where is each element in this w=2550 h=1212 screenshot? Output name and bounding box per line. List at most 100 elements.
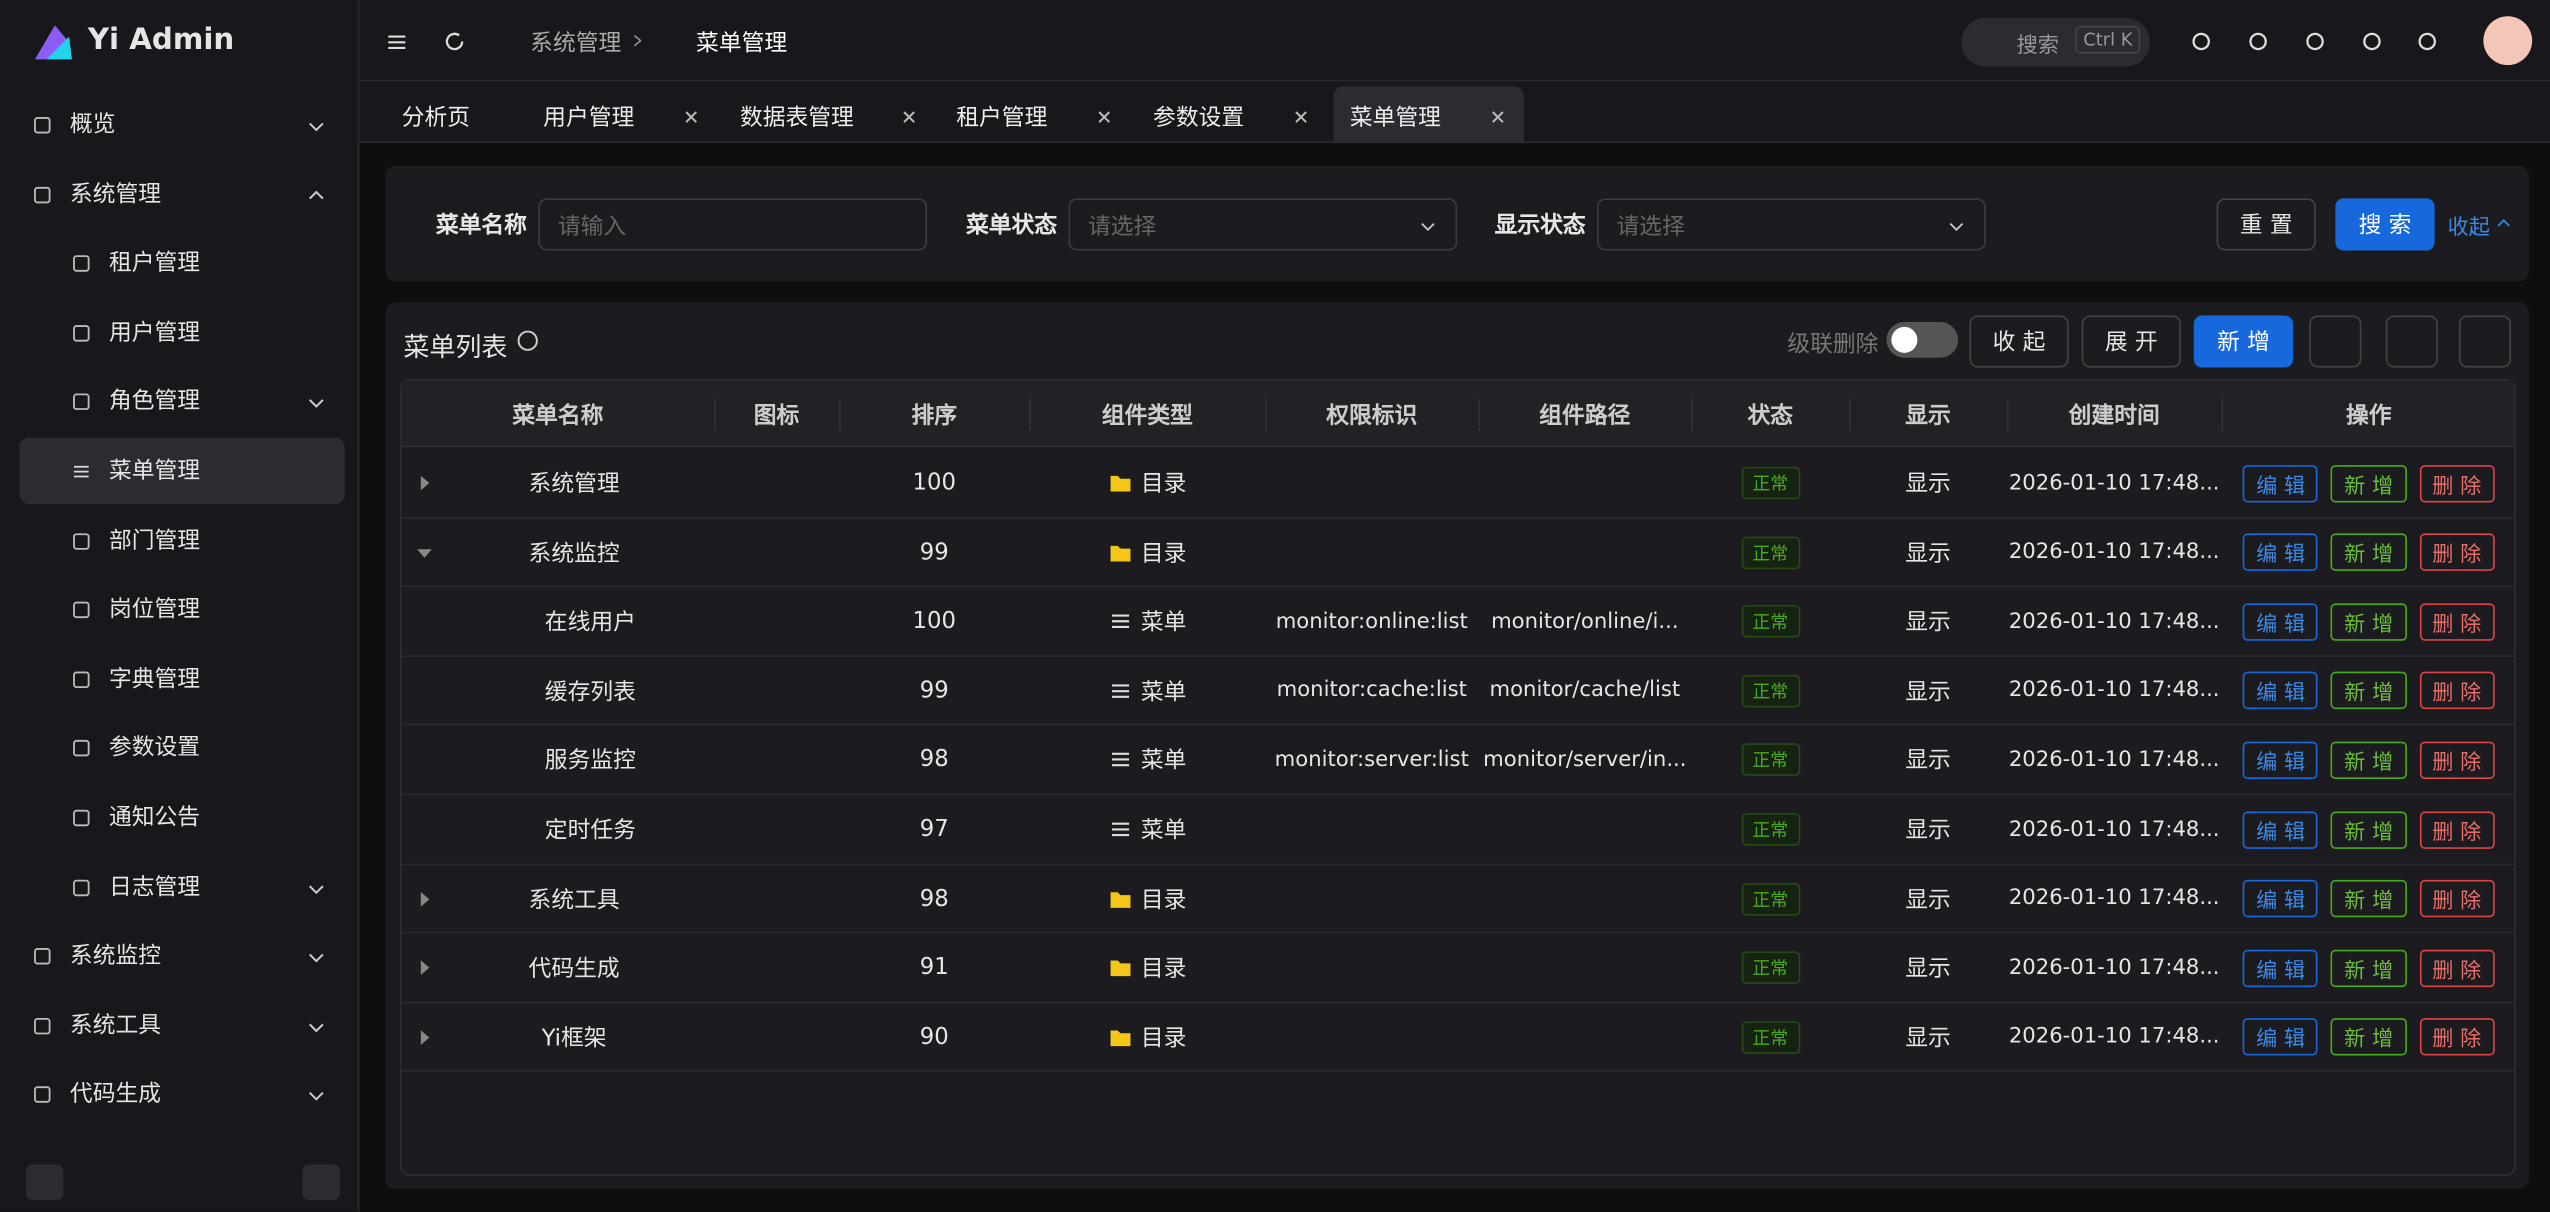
tab[interactable]: 用户管理 <box>527 86 717 143</box>
cell: 显示 <box>1849 449 2007 517</box>
action-btn[interactable]: 新 增 <box>2331 602 2407 641</box>
cell: 显示 <box>1849 657 2007 725</box>
menu-icon <box>72 670 92 690</box>
cell: 显示 <box>1849 1003 2007 1071</box>
action-btn[interactable]: 新 增 <box>2331 810 2407 849</box>
menu-item[interactable]: 用户管理 <box>108 320 201 347</box>
cell <box>1265 934 1478 1002</box>
icon <box>73 324 90 342</box>
action-btn[interactable]: 删 除 <box>2419 1018 2495 1056</box>
cell: monitor/online/i... <box>1478 587 1691 655</box>
status-tag: 正常 <box>1740 743 1800 777</box>
menu-item[interactable]: 日志管理 <box>108 874 201 901</box>
status-tag: 正常 <box>1740 1020 1800 1054</box>
pin-btn[interactable] <box>302 1164 340 1201</box>
icon <box>73 809 90 827</box>
tool-btn[interactable] <box>2385 315 2438 368</box>
menu-item[interactable]: 代码生成 <box>69 1082 162 1109</box>
search-btn[interactable]: 搜 索 <box>2335 198 2435 251</box>
menu-item[interactable]: 租户管理 <box>108 250 201 277</box>
action-btn[interactable]: 删 除 <box>2419 464 2495 502</box>
collapse-link[interactable]: 收起 <box>2447 216 2490 241</box>
cell: 编 辑新 增删 除 <box>2222 518 2516 586</box>
collapse-btn[interactable]: 收 起 <box>1969 315 2069 368</box>
menu-item[interactable]: 系统监控 <box>69 943 162 970</box>
action-btn[interactable]: 编 辑 <box>2243 810 2319 849</box>
tab[interactable]: 租户管理 <box>940 86 1130 143</box>
action-btn[interactable]: 编 辑 <box>2243 879 2319 918</box>
menu-item[interactable]: 角色管理 <box>108 389 201 416</box>
avatar[interactable] <box>2483 16 2533 66</box>
icon <box>1109 891 1130 908</box>
collapse-btn[interactable] <box>26 1164 64 1201</box>
menu-icon <box>33 115 53 135</box>
action-btn[interactable]: 删 除 <box>2419 602 2495 641</box>
cell: 目录 <box>1029 865 1265 933</box>
action-btn[interactable]: 删 除 <box>2419 949 2495 987</box>
show-text: 显示 <box>1905 471 1951 498</box>
tool-btn[interactable] <box>2458 315 2512 368</box>
action-btn[interactable]: 新 增 <box>2331 741 2407 779</box>
action-btn[interactable]: 编 辑 <box>2243 533 2319 571</box>
menu-item[interactable]: 部门管理 <box>108 527 201 554</box>
action-btn[interactable]: 删 除 <box>2419 672 2495 710</box>
action-btn[interactable]: 新 增 <box>2331 533 2407 571</box>
menu-item[interactable]: 系统管理 <box>69 181 162 208</box>
action-btn[interactable]: 编 辑 <box>2243 672 2319 710</box>
action-btn[interactable]: 新 增 <box>2331 464 2407 502</box>
tab[interactable]: 参数设置 <box>1137 86 1327 143</box>
cell <box>1478 865 1691 933</box>
action-btn[interactable]: 新 增 <box>2331 672 2407 710</box>
placeholder: 请选择 <box>1087 214 1157 241</box>
tab[interactable]: 分析页 <box>385 86 523 143</box>
menu-item[interactable]: 岗位管理 <box>108 597 201 624</box>
status-tag: 正常 <box>1740 882 1800 915</box>
action-btn[interactable]: 删 除 <box>2419 879 2495 918</box>
action-btn[interactable]: 编 辑 <box>2243 464 2319 502</box>
path-text: monitor/cache/list <box>1489 678 1681 704</box>
action-btn[interactable]: 编 辑 <box>2243 1018 2319 1056</box>
menu-item[interactable]: 菜单管理 <box>108 458 201 485</box>
sort-text: 100 <box>912 470 957 497</box>
field-input[interactable]: 请选择 <box>1068 198 1458 251</box>
add-btn[interactable]: 新 增 <box>2193 315 2294 368</box>
expand-btn[interactable]: 展 开 <box>2081 315 2181 368</box>
icon <box>309 1023 324 1033</box>
field-input[interactable]: 请选择 <box>1597 198 1986 251</box>
tab[interactable]: 菜单管理 <box>1333 86 1524 144</box>
icon <box>1109 475 1130 492</box>
table-row: 定时任务 97 菜单 正常 显示 2026-01-10 17:48... 编 辑新 增删 除 <box>401 795 2515 865</box>
menu-item[interactable]: 系统工具 <box>69 1012 162 1039</box>
icon <box>34 186 51 203</box>
type-text: 菜单 <box>1140 610 1187 637</box>
search-box[interactable]: 搜索 Ctrl K <box>1961 17 2150 67</box>
row-toggle <box>415 473 435 493</box>
cell: 显示 <box>1849 934 2007 1002</box>
action-btn[interactable]: 编 辑 <box>2243 602 2319 641</box>
column-header: 组件路径 <box>1539 402 1631 429</box>
action-btn[interactable]: 新 增 <box>2331 949 2407 987</box>
action-btn[interactable]: 删 除 <box>2419 741 2495 779</box>
action-btn[interactable]: 删 除 <box>2419 533 2495 571</box>
tab[interactable]: 数据表管理 <box>724 86 935 143</box>
menu-item[interactable]: 参数设置 <box>108 735 201 762</box>
status-tag: 正常 <box>1740 951 1800 985</box>
breadcrumb[interactable]: 系统管理 <box>530 30 622 57</box>
menu-item[interactable]: 概览 <box>69 112 116 139</box>
tool-btn[interactable] <box>2309 315 2362 368</box>
action-btn[interactable]: 新 增 <box>2331 1018 2407 1056</box>
action-btn[interactable]: 编 辑 <box>2243 949 2319 987</box>
action-btn[interactable]: 编 辑 <box>2243 741 2319 779</box>
cell <box>1265 1003 1478 1071</box>
action-btn[interactable]: 删 除 <box>2419 810 2495 849</box>
menu-item[interactable]: 字典管理 <box>108 666 201 693</box>
icon <box>309 189 324 199</box>
sidebar: Yi Admin 概览 系统管理 租户管理 用户管理 角色管理 菜单管理 部门管理 岗位管理 字典… <box>0 0 360 1212</box>
icon <box>1109 960 1130 977</box>
action-btn[interactable]: 新 增 <box>2331 879 2407 918</box>
reset-btn[interactable]: 重 置 <box>2216 198 2316 251</box>
menu-item[interactable]: 通知公告 <box>108 805 201 832</box>
name-text: 服务监控 <box>544 748 636 775</box>
field-input[interactable]: 请输入 <box>538 198 927 251</box>
